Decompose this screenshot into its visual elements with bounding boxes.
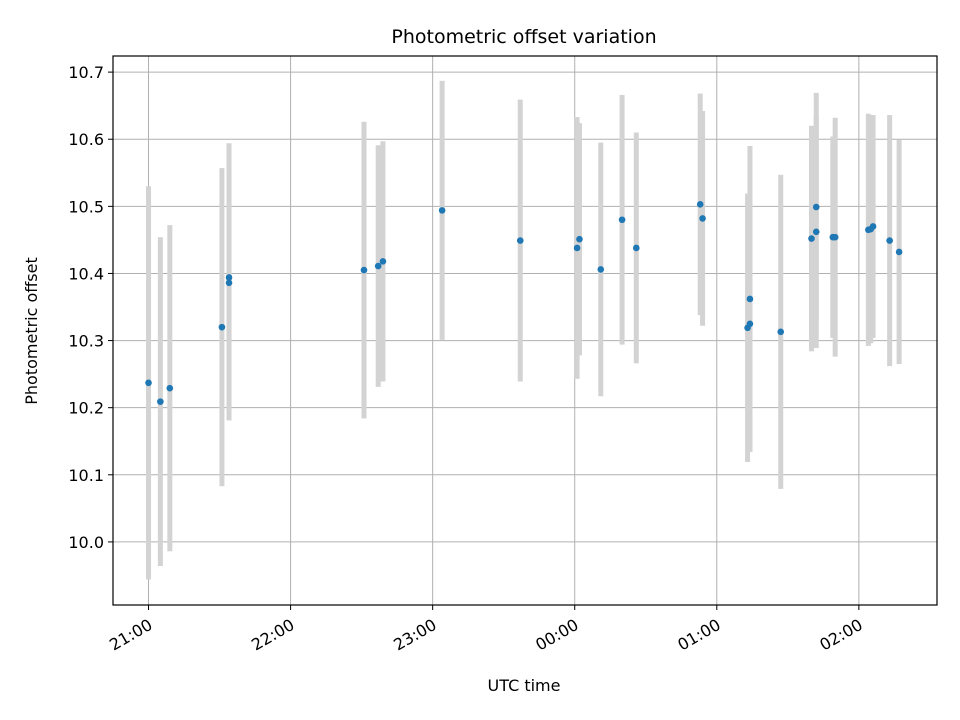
data-point [746,320,754,328]
data-point [831,233,839,241]
y-tick-label: 10.0 [68,533,104,552]
data-point [886,237,893,244]
data-point [438,207,446,214]
plot-frame [112,55,938,606]
data-point [516,237,524,244]
y-axis-ticks: 10.0 10.1 10.2 10.3 10.4 10.5 10.6 10.7 [68,63,113,552]
y-tick-label: 10.5 [68,197,104,216]
y-tick-label: 10.6 [68,130,104,149]
data-point [746,295,754,303]
data-point [166,384,174,392]
data-point [696,201,704,208]
data-point [218,323,226,331]
data-point [576,235,583,243]
data-point [618,216,626,224]
data-point [379,258,387,265]
y-axis-title: Photometric offset [22,257,41,405]
data-point [157,398,164,405]
data-point [869,223,877,230]
data-point [812,228,820,236]
data-point [225,279,233,287]
x-axis-title: UTC time [488,676,561,695]
data-point [777,328,785,336]
grid [113,56,937,605]
data-point [374,262,382,270]
data-point [632,244,640,252]
chart-title: Photometric offset variation [391,26,656,48]
data-point [360,266,368,274]
data-point [145,379,152,387]
y-tick-label: 10.7 [68,63,104,82]
data-point [225,274,233,281]
data-point [895,248,903,256]
data-point [573,244,581,252]
data-point [812,203,820,211]
y-tick-label: 10.1 [68,466,104,485]
y-tick-label: 10.3 [68,332,104,351]
data-point [808,235,815,242]
y-tick-label: 10.2 [68,399,104,418]
y-tick-label: 10.4 [68,264,104,283]
data-points [145,201,903,405]
data-point [597,266,605,273]
data-point [699,215,706,222]
